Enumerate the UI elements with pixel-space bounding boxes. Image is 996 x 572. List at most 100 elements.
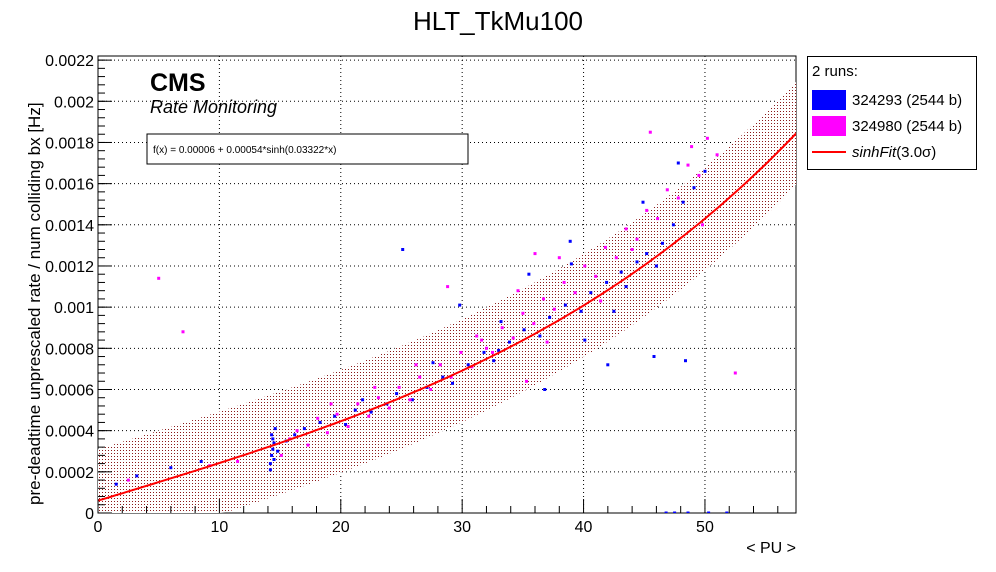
legend-swatch-blue: [812, 90, 846, 110]
data-point-series-1: [387, 406, 391, 410]
data-point-series-0: [673, 511, 677, 513]
data-point-series-0: [681, 200, 685, 204]
data-point-series-0: [686, 511, 690, 513]
data-point-series-1: [408, 398, 412, 402]
data-point-series-0: [272, 458, 276, 461]
data-point-series-1: [635, 237, 639, 241]
data-point-series-1: [614, 256, 618, 260]
y-tick-label: 0.0022: [45, 53, 94, 70]
data-point-series-0: [589, 291, 593, 295]
y-tick-label: 0.0002: [45, 465, 94, 482]
data-point-series-0: [410, 398, 414, 402]
data-point-series-1: [367, 414, 371, 418]
data-point-series-1: [449, 375, 453, 379]
data-point-series-1: [552, 307, 556, 311]
data-point-series-1: [715, 153, 719, 157]
data-point-series-0: [684, 359, 687, 363]
data-point-series-1: [329, 402, 333, 406]
data-point-series-0: [318, 420, 322, 424]
cms-label: CMS: [150, 69, 206, 97]
data-point-series-0: [548, 315, 552, 319]
data-point-series-0: [431, 361, 435, 365]
data-point-series-0: [169, 466, 173, 470]
data-point-series-1: [500, 326, 504, 330]
chart-title: HLT_TkMu100: [413, 6, 583, 36]
data-point-series-0: [583, 338, 587, 342]
data-point-series-1: [511, 336, 515, 340]
y-tick-label: 0.001: [54, 300, 94, 317]
data-point-series-0: [401, 248, 405, 251]
data-point-series-0: [569, 262, 573, 266]
legend-entry-run-324980: 324980 (2544 b): [812, 115, 962, 137]
data-point-series-1: [583, 264, 587, 268]
data-point-series-1: [325, 431, 329, 435]
data-point-series-1: [335, 412, 339, 416]
data-point-series-1: [446, 285, 450, 289]
data-point-series-1: [525, 379, 528, 383]
data-point-series-1: [373, 385, 377, 389]
data-point-series-1: [459, 350, 463, 354]
x-tick-label: 10: [210, 519, 228, 536]
data-point-series-0: [482, 350, 486, 354]
data-point-series-1: [701, 223, 704, 227]
data-point-series-1: [648, 130, 652, 134]
y-tick-label: 0.0018: [45, 135, 94, 152]
axes: 0 10 20 30 40 50 0 0.0002 0.0004 0.0006 0.0008 0.00…: [45, 53, 779, 536]
y-tick-label: 0.0012: [45, 259, 94, 276]
data-point-series-0: [654, 264, 658, 268]
x-tick-label: 40: [575, 519, 593, 536]
data-point-series-0: [661, 241, 664, 245]
data-point-series-0: [671, 223, 675, 227]
data-point-series-0: [652, 355, 656, 358]
data-point-series-0: [692, 186, 696, 190]
data-point-series-1: [624, 227, 628, 231]
data-point-series-1: [676, 196, 680, 200]
data-point-series-0: [499, 320, 503, 324]
data-point-series-1: [279, 453, 283, 457]
data-point-series-0: [272, 441, 276, 445]
data-point-series-1: [690, 145, 694, 149]
data-point-series-1: [697, 173, 701, 177]
x-tick-label: 30: [453, 519, 471, 536]
data-point-series-0: [268, 468, 272, 472]
data-point-series-1: [573, 291, 577, 295]
data-point-series-0: [676, 161, 680, 165]
data-point-series-1: [557, 256, 561, 260]
data-point-series-0: [344, 423, 348, 426]
data-point-series-0: [664, 511, 668, 513]
data-point-series-0: [707, 511, 711, 513]
data-point-series-1: [316, 416, 320, 420]
data-point-series-1: [475, 334, 479, 338]
y-tick-label: 0.0014: [45, 218, 94, 235]
y-tick-label: 0: [85, 506, 94, 523]
data-point-series-1: [516, 289, 520, 293]
data-point-series-0: [635, 260, 639, 264]
data-point-series-1: [521, 311, 525, 315]
data-point-series-0: [135, 474, 139, 478]
data-point-series-1: [562, 280, 566, 284]
data-point-series-0: [612, 309, 616, 313]
data-point-series-0: [563, 303, 567, 307]
data-point-series-1: [429, 388, 433, 391]
data-point-series-0: [641, 200, 645, 204]
data-point-series-1: [599, 299, 603, 303]
data-point-series-1: [295, 429, 299, 433]
data-point-series-0: [725, 511, 729, 513]
legend-label-fit-sigma: (3.0σ): [896, 143, 937, 161]
fit-uncertainty-band: [98, 82, 796, 513]
data-point-series-0: [606, 363, 610, 367]
data-point-series-0: [527, 272, 531, 276]
legend-label-run-324980: 324980 (2544 b): [852, 117, 963, 135]
y-tick-label: 0.0016: [45, 177, 94, 194]
data-point-series-0: [579, 309, 583, 313]
data-point-series-0: [271, 447, 275, 451]
data-point-series-1: [414, 363, 418, 367]
data-point-series-1: [594, 274, 598, 278]
legend-label-run-324293: 324293 (2544 b): [852, 91, 963, 109]
data-point-series-0: [302, 427, 306, 431]
data-point-series-0: [451, 381, 454, 385]
data-point-series-0: [605, 280, 609, 284]
data-point-series-0: [543, 388, 547, 391]
data-point-series-1: [126, 478, 130, 482]
fit-curve: [98, 132, 796, 502]
